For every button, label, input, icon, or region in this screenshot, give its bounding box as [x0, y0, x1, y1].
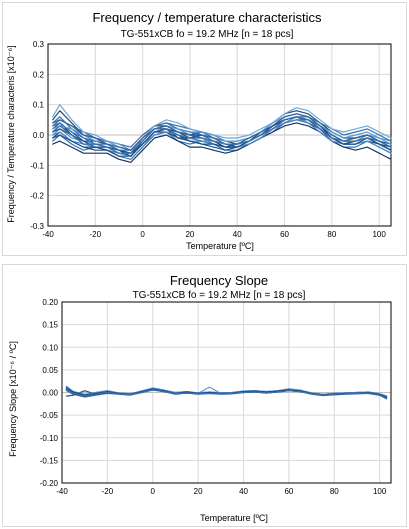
y-axis-label: Frequency / Temperature characteris [x10…	[6, 45, 16, 222]
y-tick-label: 0.10	[42, 343, 58, 352]
series-line	[52, 113, 392, 151]
x-tick-label: 80	[330, 487, 339, 496]
y-tick-label: 0.1	[33, 101, 45, 110]
chart-subtitle: TG-551xCB fo = 19.2 MHz [n = 18 pcs]	[133, 290, 306, 301]
y-tick-label: -0.3	[30, 222, 44, 231]
x-tick-label: -40	[56, 487, 68, 496]
x-tick-label: 20	[194, 487, 203, 496]
x-axis-label: Temperature [ºC]	[186, 241, 254, 251]
chart-title: Frequency Slope	[170, 273, 268, 288]
chart-subtitle: TG-551xCB fo = 19.2 MHz [n = 18 pcs]	[121, 29, 294, 40]
x-tick-label: -20	[102, 487, 114, 496]
series-line	[52, 104, 392, 151]
x-tick-label: 0	[140, 230, 145, 239]
x-tick-label: -40	[42, 230, 54, 239]
x-tick-label: 80	[327, 230, 336, 239]
x-tick-label: -20	[90, 230, 102, 239]
x-tick-label: 60	[280, 230, 289, 239]
x-tick-label: 20	[185, 230, 194, 239]
y-tick-label: 0.2	[33, 70, 45, 79]
chart-title: Frequency / temperature characteristics	[92, 10, 322, 25]
x-tick-label: 40	[239, 487, 248, 496]
y-tick-label: -0.2	[30, 192, 44, 201]
y-tick-label: -0.15	[40, 456, 59, 465]
series-line	[52, 113, 392, 151]
plot-area	[61, 301, 392, 484]
y-tick-label: 0.15	[42, 321, 58, 330]
x-tick-label: 100	[372, 230, 386, 239]
y-tick-label: 0.0	[33, 131, 45, 140]
series-line	[65, 389, 388, 399]
chart-panel-temperature-characteristics: Frequency / temperature characteristics …	[0, 0, 409, 256]
series-line	[52, 119, 392, 157]
series-line	[52, 116, 392, 154]
y-tick-label: 0.3	[33, 40, 45, 49]
chart-frequency-slope: Frequency Slope TG-551xCB fo = 19.2 MHz …	[8, 273, 392, 523]
y-tick-label: 0.05	[42, 366, 58, 375]
x-axis-label: Temperature [ºC]	[200, 513, 268, 523]
y-tick-label: -0.20	[40, 479, 59, 488]
y-tick-label: -0.1	[30, 161, 44, 170]
y-tick-label: -0.05	[40, 411, 59, 420]
x-tick-label: 40	[233, 230, 242, 239]
chart-panel-frequency-slope: Frequency Slope TG-551xCB fo = 19.2 MHz …	[0, 262, 409, 527]
y-tick-label: 0.00	[42, 389, 58, 398]
plot-area	[47, 43, 392, 227]
x-tick-label: 100	[373, 487, 387, 496]
x-tick-label: 60	[284, 487, 293, 496]
x-tick-label: 0	[151, 487, 156, 496]
y-tick-label: 0.20	[42, 298, 58, 307]
chart-temperature-characteristics: Frequency / temperature characteristics …	[6, 10, 392, 251]
y-axis-label: Frequency Slope [x10⁻⁶ / ºC]	[8, 341, 18, 457]
y-tick-label: -0.10	[40, 434, 59, 443]
